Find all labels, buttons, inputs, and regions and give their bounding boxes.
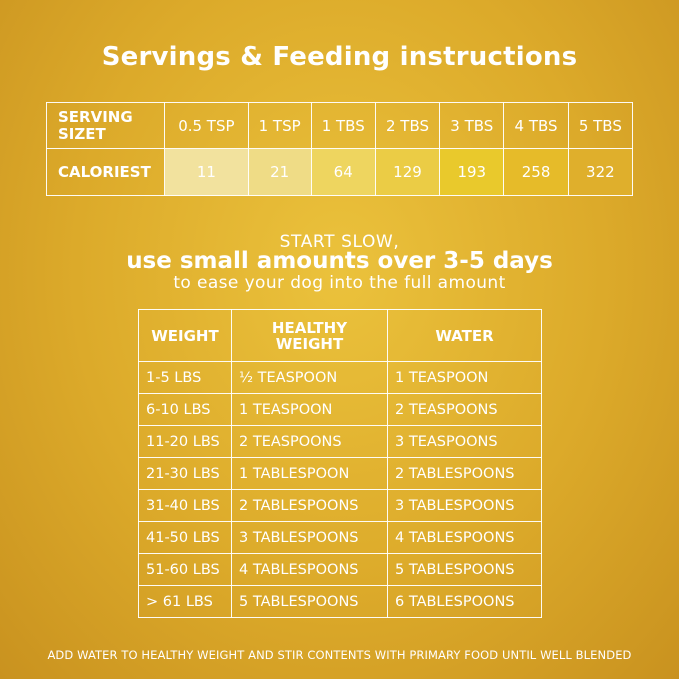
serving-size-cell: 0.5 TSP xyxy=(164,102,249,149)
weight-cell: 41-50 LBS xyxy=(138,521,232,554)
healthy-weight-cell: 2 TEASPOONS xyxy=(231,425,388,458)
serving-size-label: SERVING SIZET xyxy=(46,102,165,149)
weight-cell: 6-10 LBS xyxy=(138,393,232,426)
feeding-table-body: 1-5 LBS ½ TEASPOON 1 TEASPOON 6-10 LBS 1 TEA… xyxy=(138,361,542,618)
serving-size-cell: 1 TBS xyxy=(310,102,376,149)
healthy-weight-cell: 1 TABLESPOON xyxy=(231,457,388,490)
table-row: 6-10 LBS 1 TEASPOON 2 TEASPOONS xyxy=(138,393,542,426)
healthy-weight-cell: 3 TABLESPOONS xyxy=(231,521,388,554)
weight-cell: 31-40 LBS xyxy=(138,489,232,522)
calories-cell: 193 xyxy=(439,148,505,196)
calories-cell: 129 xyxy=(374,148,441,196)
weight-header: WEIGHT xyxy=(138,309,232,362)
healthy-weight-cell: 4 TABLESPOONS xyxy=(231,553,388,586)
page-title: Servings & Feeding instructions xyxy=(101,42,578,72)
feeding-table-header: WEIGHT HEALTHY WEIGHT WATER xyxy=(138,309,542,362)
water-cell: 2 TABLESPOONS xyxy=(387,457,542,490)
calories-label: CALORIEST xyxy=(46,148,165,196)
table-row: 1-5 LBS ½ TEASPOON 1 TEASPOON xyxy=(138,361,542,394)
water-cell: 4 TABLESPOONS xyxy=(387,521,542,554)
start-slow-heading: START SLOW, xyxy=(279,232,400,252)
weight-cell: 1-5 LBS xyxy=(138,361,232,394)
healthy-weight-cell: 2 TABLESPOONS xyxy=(231,489,388,522)
calories-cell: 322 xyxy=(567,148,634,196)
water-cell: 6 TABLESPOONS xyxy=(387,585,542,618)
table-row: 41-50 LBS 3 TABLESPOONS 4 TABLESPOONS xyxy=(138,521,542,554)
table-row: > 61 LBS 5 TABLESPOONS 6 TABLESPOONS xyxy=(138,585,542,618)
serving-size-row: SERVING SIZET 0.5 TSP 1 TSP 1 TBS 2 TBS 3… xyxy=(46,102,634,149)
serving-size-cell: 2 TBS xyxy=(374,102,441,149)
water-cell: 2 TEASPOONS xyxy=(387,393,542,426)
healthy-weight-cell: 1 TEASPOON xyxy=(231,393,388,426)
calories-cell: 64 xyxy=(310,148,376,196)
serving-size-cell: 1 TSP xyxy=(247,102,312,149)
calories-cell: 258 xyxy=(503,148,569,196)
healthy-weight-header: HEALTHY WEIGHT xyxy=(231,309,388,362)
weight-cell: > 61 LBS xyxy=(138,585,232,618)
table-row: 21-30 LBS 1 TABLESPOON 2 TABLESPOONS xyxy=(138,457,542,490)
table-row: 11-20 LBS 2 TEASPOONS 3 TEASPOONS xyxy=(138,425,542,458)
water-header: WATER xyxy=(387,309,542,362)
water-cell: 3 TEASPOONS xyxy=(387,425,542,458)
weight-cell: 11-20 LBS xyxy=(138,425,232,458)
feeding-table: WEIGHT HEALTHY WEIGHT WATER 1-5 LBS ½ TEAS… xyxy=(138,309,542,618)
calories-cell: 11 xyxy=(164,148,249,196)
water-cell: 5 TABLESPOONS xyxy=(387,553,542,586)
table-row: 51-60 LBS 4 TABLESPOONS 5 TABLESPOONS xyxy=(138,553,542,586)
serving-size-cell: 5 TBS xyxy=(567,102,634,149)
servings-table: SERVING SIZET 0.5 TSP 1 TSP 1 TBS 2 TBS 3… xyxy=(46,102,634,196)
start-slow-subtext: to ease your dog into the full amount xyxy=(173,273,506,293)
water-cell: 3 TABLESPOONS xyxy=(387,489,542,522)
weight-cell: 21-30 LBS xyxy=(138,457,232,490)
footer-note: ADD WATER TO HEALTHY WEIGHT AND STIR CON… xyxy=(47,648,632,662)
weight-cell: 51-60 LBS xyxy=(138,553,232,586)
serving-size-cell: 3 TBS xyxy=(439,102,505,149)
calories-cell: 21 xyxy=(247,148,312,196)
table-row: 31-40 LBS 2 TABLESPOONS 3 TABLESPOONS xyxy=(138,489,542,522)
water-cell: 1 TEASPOON xyxy=(387,361,542,394)
calories-row: CALORIEST 11 21 64 129 193 258 322 xyxy=(46,148,634,196)
healthy-weight-cell: 5 TABLESPOONS xyxy=(231,585,388,618)
serving-size-cell: 4 TBS xyxy=(503,102,569,149)
start-slow-emphasis: use small amounts over 3-5 days xyxy=(126,248,553,274)
healthy-weight-cell: ½ TEASPOON xyxy=(231,361,388,394)
